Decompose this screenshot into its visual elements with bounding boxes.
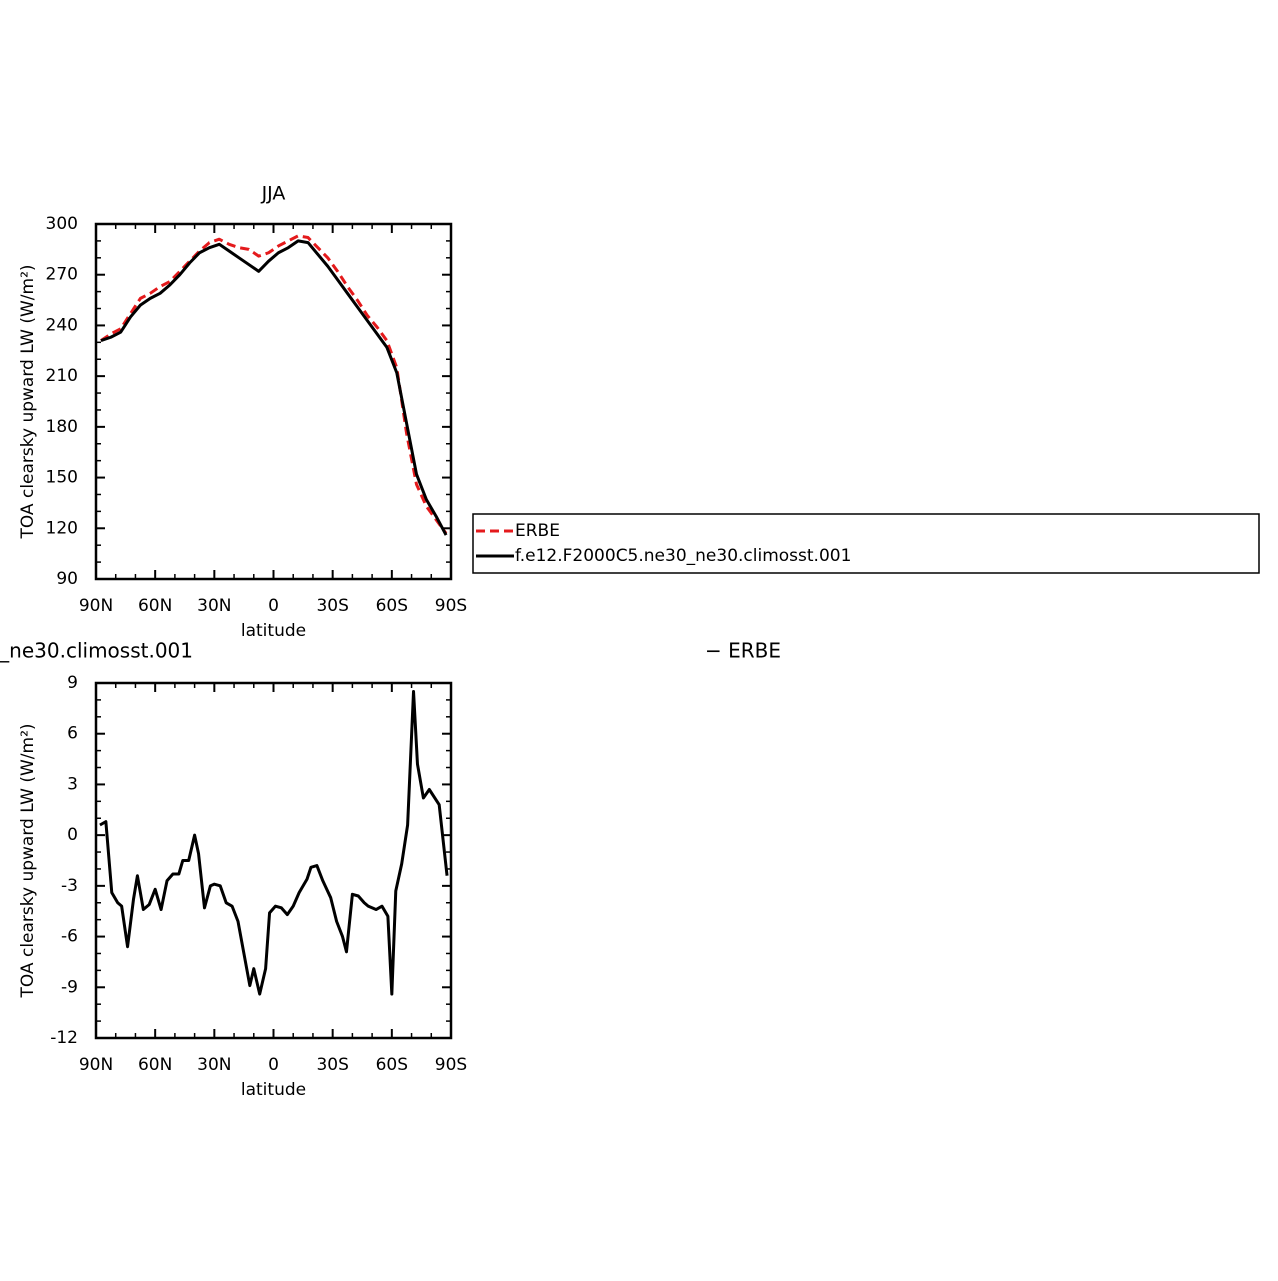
x-tick-label: 90S	[435, 1055, 467, 1075]
x-tick-label: 90S	[435, 596, 467, 616]
data-line	[100, 234, 448, 535]
y-tick-label: 300	[46, 214, 78, 234]
y-tick-label: -9	[61, 977, 78, 997]
y-tick-label: 240	[46, 315, 78, 335]
y-axis-label: TOA clearsky upward LW (W/m²)	[18, 264, 38, 539]
y-tick-label: 90	[56, 569, 78, 589]
x-tick-label: 60S	[376, 1055, 408, 1075]
x-tick-label: 0	[268, 1055, 279, 1075]
y-tick-label: 210	[46, 366, 78, 386]
chart-title-right: − ERBE	[705, 639, 781, 663]
x-tick-label: 60S	[376, 596, 408, 616]
y-tick-label: 150	[46, 468, 78, 488]
y-tick-label: -3	[61, 876, 78, 896]
x-tick-label: 30N	[197, 596, 231, 616]
chart-title: JJA	[261, 183, 286, 205]
x-tick-label: 90N	[79, 596, 113, 616]
y-tick-label: 3	[67, 774, 78, 794]
x-tick-label: 60N	[138, 596, 172, 616]
plot-frame	[94, 222, 453, 581]
y-axis-label: TOA clearsky upward LW (W/m²)	[18, 723, 38, 998]
legend-box	[472, 513, 1260, 574]
x-tick-label: 30N	[197, 1055, 231, 1075]
chart-title-left: f.e12.F2000C5.ne30_ne30.climosst.001	[0, 639, 193, 663]
x-tick-label: 30S	[316, 1055, 348, 1075]
x-tick-label: 90N	[79, 1055, 113, 1075]
y-tick-label: 270	[46, 265, 78, 285]
plot-frame	[94, 681, 453, 1040]
y-tick-label: -6	[61, 927, 78, 947]
y-tick-label: 9	[67, 673, 78, 693]
x-axis-label: latitude	[241, 621, 306, 641]
legend-label: ERBE	[515, 521, 560, 541]
x-axis-label: latitude	[241, 1080, 306, 1100]
x-tick-label: 60N	[138, 1055, 172, 1075]
x-tick-label: 0	[268, 596, 279, 616]
data-line	[100, 239, 448, 536]
legend-label: f.e12.F2000C5.ne30_ne30.climosst.001	[515, 546, 851, 566]
y-tick-label: -12	[50, 1028, 78, 1048]
data-line	[99, 689, 449, 996]
y-tick-label: 6	[67, 724, 78, 744]
y-tick-label: 180	[46, 417, 78, 437]
y-tick-label: 0	[67, 825, 78, 845]
y-tick-label: 120	[46, 518, 78, 538]
x-tick-label: 30S	[316, 596, 348, 616]
